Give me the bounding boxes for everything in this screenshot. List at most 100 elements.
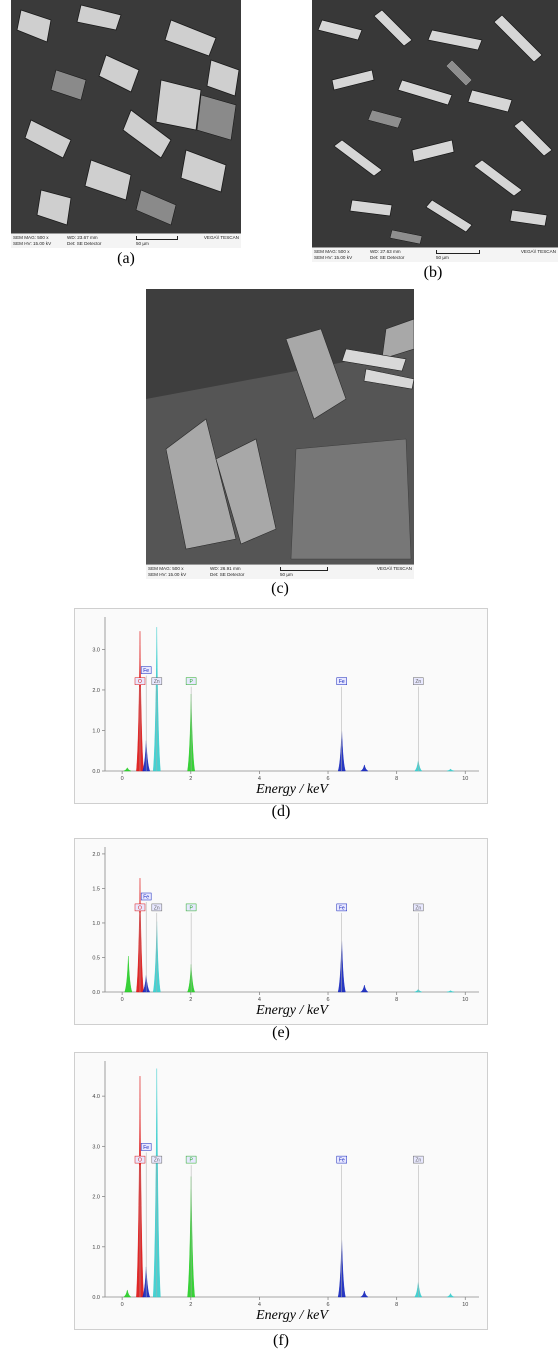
spectrum-peak: [446, 1292, 455, 1298]
sem-wd-a: WD: 23.67 mm: [67, 235, 98, 240]
sem-wd-b: WD: 27.63 mm: [370, 249, 401, 254]
spectrum-peak: [123, 767, 131, 772]
sem-wd-c: WD: 26.91 mm: [210, 566, 241, 571]
element-label-box: [336, 1155, 348, 1164]
scale-bar-c: [280, 567, 328, 571]
element-label-box: [140, 1143, 152, 1151]
element-label: Zn: [154, 1158, 160, 1164]
sem-det-a: Det: SE Detector: [67, 241, 102, 246]
element-label-box: [151, 1155, 163, 1164]
crystal-micrograph-a: [11, 0, 241, 234]
crystal-micrograph-c: [146, 289, 414, 565]
element-label-box: [413, 1155, 424, 1164]
spectrum-peak: [446, 990, 455, 993]
y-tick-label: 3.0: [92, 1144, 100, 1150]
y-tick-label: 0.0: [92, 769, 100, 775]
element-label-box: [134, 677, 146, 685]
sem-brand-c: VEGA\\ TESCAN: [376, 566, 412, 571]
element-label: O: [138, 679, 142, 685]
x-axis-title: Energy / keV: [255, 1003, 329, 1018]
element-label-box: [134, 903, 146, 912]
sem-image-c: SEM MAG: 500 x SEM HV: 15.00 kV WD: 26.9…: [146, 289, 414, 579]
scale-bar-b: [436, 250, 480, 254]
y-tick-label: 2.0: [92, 852, 100, 858]
spectrum-peak: [360, 985, 369, 993]
eds-chart-f: 0.0 1.0 2.0 3.0 4.0 0 2 4 6 8 10 O Fe Zn P Fe Zn Energy /…: [74, 1052, 488, 1330]
caption-f: (f): [273, 1332, 289, 1349]
crystal-micrograph-b: [312, 0, 558, 248]
y-tick-label: 2.0: [92, 688, 100, 694]
sem-image-a: SEM MAG: 500 x SEM HV: 15.00 kV WD: 23.6…: [11, 0, 241, 248]
x-tick-label: 10: [462, 1302, 468, 1308]
x-tick-label: 6: [326, 1302, 329, 1308]
x-tick-label: 10: [462, 997, 468, 1003]
y-tick-label: 1.0: [92, 921, 100, 927]
spectrum-peak: [360, 1290, 369, 1298]
sem-hv-a: SEM HV: 15.00 kV: [13, 241, 52, 246]
element-label: Fe: [339, 679, 345, 685]
element-label-box: [185, 677, 197, 685]
element-label-box: [185, 903, 197, 912]
caption-a: (a): [117, 250, 135, 267]
element-label-box: [413, 903, 424, 912]
caption-e: (e): [272, 1024, 290, 1041]
element-label: Fe: [339, 1158, 345, 1164]
x-tick-label: 2: [189, 1302, 192, 1308]
sem-image-b: SEM MAG: 500 x SEM HV: 15.00 kV WD: 27.6…: [312, 0, 558, 262]
element-label: Zn: [415, 679, 421, 685]
x-tick-label: 2: [189, 776, 192, 782]
element-label: P: [189, 1158, 193, 1164]
scale-label-a: 50 µm: [136, 241, 149, 246]
spectrum-peak: [122, 1289, 132, 1298]
caption-b: (b): [423, 264, 443, 281]
sem-hv-b: SEM HV: 15.00 kV: [314, 255, 353, 260]
x-tick-label: 4: [258, 1302, 261, 1308]
spectrum-peak: [360, 764, 369, 772]
y-tick-label: 1.0: [92, 1245, 100, 1251]
x-tick-label: 8: [395, 997, 398, 1003]
x-axis-title: Energy / keV: [255, 782, 329, 797]
eds-spectrum-f: 0.0 1.0 2.0 3.0 4.0 0 2 4 6 8 10 O Fe Zn P Fe Zn Energy /…: [92, 1061, 479, 1323]
element-label: Zn: [415, 905, 421, 911]
element-label-box: [413, 677, 424, 685]
sem-det-c: Det: SE Detector: [210, 572, 245, 577]
y-tick-label: 1.0: [92, 728, 100, 734]
element-label: Fe: [143, 668, 149, 674]
element-label-box: [185, 1155, 197, 1164]
y-tick-label: 4.0: [92, 1094, 100, 1100]
x-tick-label: 4: [258, 997, 261, 1003]
spectrum-peak: [446, 768, 455, 772]
element-label: Fe: [339, 905, 345, 911]
sem-mag-b: SEM MAG: 500 x: [314, 249, 350, 254]
y-tick-label: 0.5: [92, 955, 100, 961]
y-tick-label: 0.0: [92, 1295, 100, 1301]
x-tick-label: 8: [395, 776, 398, 782]
x-tick-label: 6: [326, 776, 329, 782]
sem-brand-b: VEGA\\ TESCAN: [520, 249, 556, 254]
element-label: O: [138, 905, 142, 911]
y-tick-label: 3.0: [92, 647, 100, 653]
element-label-box: [134, 1155, 146, 1164]
eds-chart-d: 0.0 1.0 2.0 3.0 0 2 4 6 8 10 O Fe Zn P Fe Zn Energy / ke…: [74, 608, 488, 804]
x-axis-title: Energy / keV: [255, 1308, 329, 1323]
y-tick-label: 1.5: [92, 886, 100, 892]
x-tick-label: 4: [258, 776, 261, 782]
x-tick-label: 6: [326, 997, 329, 1003]
scale-bar-a: [136, 236, 178, 240]
sem-brand-a: VEGA\\ TESCAN: [203, 235, 239, 240]
y-tick-label: 0.0: [92, 990, 100, 996]
scale-label-b: 50 µm: [436, 255, 449, 260]
x-tick-label: 2: [189, 997, 192, 1003]
element-label: P: [189, 679, 193, 685]
sem-hv-c: SEM HV: 15.00 kV: [148, 572, 187, 577]
sem-info-bar-a: SEM MAG: 500 x SEM HV: 15.00 kV WD: 23.6…: [11, 233, 241, 248]
element-label-box: [140, 892, 152, 901]
x-tick-label: 10: [462, 776, 468, 782]
sem-det-b: Det: SE Detector: [370, 255, 405, 260]
element-label: Zn: [415, 1158, 421, 1164]
caption-c: (c): [271, 580, 289, 597]
x-tick-label: 0: [121, 997, 124, 1003]
sem-mag-c: SEM MAG: 500 x: [148, 566, 184, 571]
element-label-box: [151, 903, 163, 912]
